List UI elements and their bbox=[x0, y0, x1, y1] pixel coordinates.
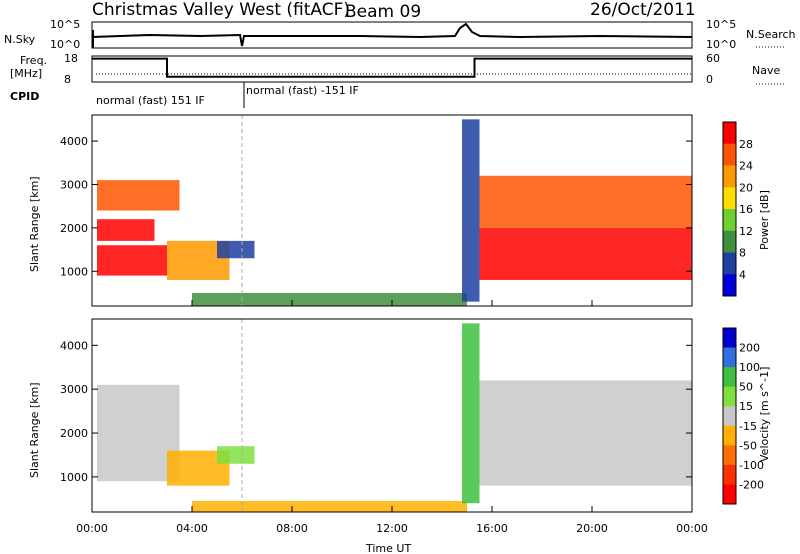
scatter-region-1-5 bbox=[479, 380, 692, 486]
cpid-segment-2: normal (fast) -151 IF bbox=[246, 84, 359, 97]
frequency-trace bbox=[92, 57, 692, 78]
colorbar-swatch bbox=[723, 464, 736, 485]
colorbar-frame bbox=[722, 121, 737, 297]
freq-label: Freq. bbox=[20, 54, 47, 67]
nsearch-label: N.Search bbox=[746, 28, 796, 41]
station-title: Christmas Valley West (fitACF) bbox=[92, 0, 350, 20]
freq-tick-top: 18 bbox=[64, 52, 78, 65]
x-tick-label: 08:00 bbox=[276, 522, 308, 535]
velocity-panel: 1000 2000 3000 4000 00:00 04:00 08:00 12:00 16:0… bbox=[60, 318, 708, 535]
colorbar-tick-label: 12 bbox=[739, 225, 753, 238]
scatter-region-1-3 bbox=[192, 501, 467, 512]
colorbar-tick-label: 24 bbox=[739, 160, 753, 173]
colorbar-swatch bbox=[723, 425, 736, 446]
colorbar-swatch bbox=[723, 230, 736, 253]
x-tick-label: 20:00 bbox=[576, 522, 608, 535]
scatter-region-0-7 bbox=[479, 227, 692, 280]
colorbar-tick-label: -50 bbox=[739, 439, 757, 452]
colorbar-tick-label: -100 bbox=[739, 459, 764, 472]
colorbar-tick-label: 200 bbox=[739, 342, 760, 355]
nave-tick-top: 60 bbox=[706, 52, 720, 65]
colorbar-swatch bbox=[723, 386, 736, 407]
x-tick-label: 12:00 bbox=[376, 522, 408, 535]
beam-label: Beam 09 bbox=[345, 2, 421, 22]
x-tick-label: 00:00 bbox=[76, 522, 108, 535]
colorbar-swatch bbox=[723, 328, 736, 349]
scatter-region-0-6 bbox=[462, 119, 480, 302]
colorbar-tick-label: 20 bbox=[739, 181, 753, 194]
cpid-segment-1: normal (fast) 151 IF bbox=[96, 94, 205, 107]
colorbar-frame bbox=[722, 327, 737, 505]
nave-label: Nave bbox=[752, 64, 780, 77]
scatter-region-0-1 bbox=[97, 219, 155, 241]
colorbar-tick-label: 15 bbox=[739, 400, 753, 413]
nsearch-tick-top: 10^5 bbox=[706, 18, 736, 31]
x-axis-label: Time UT bbox=[365, 542, 411, 554]
y-tick-label: 3000 bbox=[60, 383, 88, 396]
colorbar-swatch bbox=[723, 484, 736, 505]
nsearch-tick-bottom: 10^0 bbox=[706, 38, 736, 51]
scatter-region-0-2 bbox=[97, 180, 180, 211]
nsky-panel: N.Sky 10^5 10^0 10^5 10^0 N.Search bbox=[4, 18, 796, 51]
power-panel: 1000 2000 3000 4000 bbox=[60, 114, 693, 307]
colorbar-tick-label: 100 bbox=[739, 361, 760, 374]
nsky-tick-bottom: 10^0 bbox=[50, 38, 80, 51]
nsky-trace bbox=[91, 22, 693, 47]
scatter-region-0-0 bbox=[97, 245, 167, 276]
colorbar-swatch bbox=[723, 406, 736, 427]
velocity-colorbar: 200 100 50 15 -15 -50 -100 -200 bbox=[722, 327, 764, 505]
colorbar-swatch bbox=[723, 367, 736, 388]
colorbar-tick-label: 16 bbox=[739, 203, 753, 216]
colorbar-tick-label: 28 bbox=[739, 138, 753, 151]
x-tick-label: 16:00 bbox=[476, 522, 508, 535]
colorbar-tick-label: 50 bbox=[739, 381, 753, 394]
power-cb-label: Power [dB] bbox=[758, 190, 771, 250]
y-tick-label: 4000 bbox=[60, 135, 88, 148]
scatter-region-1-2 bbox=[217, 446, 255, 464]
colorbar-tick-label: 4 bbox=[739, 268, 746, 281]
colorbar-swatch bbox=[723, 445, 736, 466]
freq-frame bbox=[91, 55, 693, 83]
colorbar-swatch bbox=[723, 252, 736, 275]
scatter-region-1-0 bbox=[97, 384, 180, 482]
nave-tick-bottom: 0 bbox=[706, 73, 713, 86]
colorbar-tick-label: -15 bbox=[739, 420, 757, 433]
nsky-tick-top: 10^5 bbox=[50, 18, 80, 31]
freq-panel: Freq. [MHz] 18 8 60 0 Nave bbox=[10, 52, 786, 86]
scatter-region-1-4 bbox=[462, 323, 480, 504]
y-tick-label: 2000 bbox=[60, 427, 88, 440]
x-tick-label: 04:00 bbox=[176, 522, 208, 535]
y-tick-label: 4000 bbox=[60, 339, 88, 352]
y-tick-label: 3000 bbox=[60, 178, 88, 191]
colorbar-tick-label: 8 bbox=[739, 247, 746, 260]
x-tick-label: 00:00 bbox=[676, 522, 708, 535]
y-tick-label: 2000 bbox=[60, 222, 88, 235]
cpid-label: CPID bbox=[10, 90, 39, 103]
colorbar-swatch bbox=[723, 165, 736, 188]
colorbar-swatch bbox=[723, 143, 736, 166]
y-tick-label: 1000 bbox=[60, 471, 88, 484]
cpid-panel: CPID normal (fast) 151 IF normal (fast) … bbox=[10, 82, 359, 108]
nsky-label: N.Sky bbox=[4, 33, 36, 46]
power-ylabel: Slant Range [km] bbox=[28, 176, 41, 272]
colorbar-swatch bbox=[723, 209, 736, 232]
freq-unit-label: [MHz] bbox=[10, 67, 42, 80]
freq-tick-bottom: 8 bbox=[64, 73, 71, 86]
scatter-region-0-4 bbox=[217, 240, 255, 259]
y-tick-label: 1000 bbox=[60, 265, 88, 278]
velocity-cb-label: Velocity [m s^-1] bbox=[758, 367, 771, 462]
colorbar-tick-label: -200 bbox=[739, 478, 764, 491]
colorbar-swatch bbox=[723, 347, 736, 368]
scatter-region-0-5 bbox=[192, 292, 467, 306]
colorbar-swatch bbox=[723, 122, 736, 145]
power-colorbar: 28 24 20 16 12 8 4 bbox=[722, 121, 753, 297]
colorbar-swatch bbox=[723, 187, 736, 210]
velocity-ylabel: Slant Range [km] bbox=[28, 382, 41, 478]
date-label: 26/Oct/2011 bbox=[590, 0, 696, 20]
scatter-region-0-8 bbox=[479, 175, 692, 228]
colorbar-swatch bbox=[723, 274, 736, 297]
